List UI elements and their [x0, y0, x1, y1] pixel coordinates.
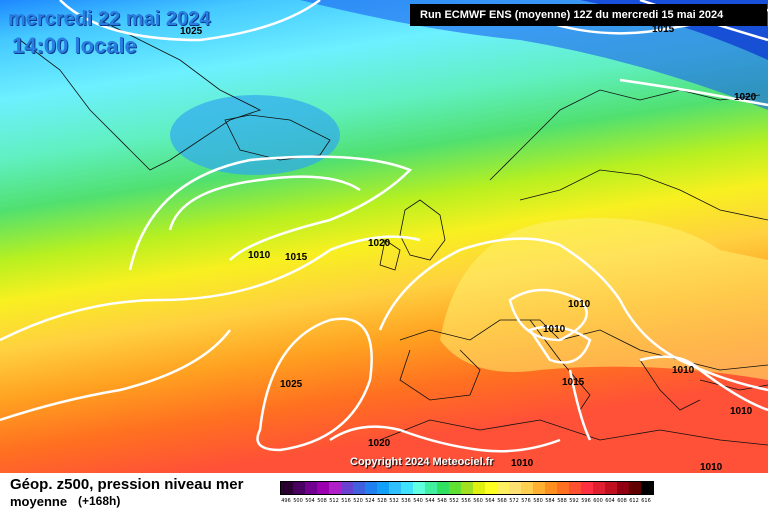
- scale-swatch: [377, 482, 389, 494]
- warm-dome: [440, 218, 768, 380]
- scale-tick-label: 584: [545, 498, 555, 504]
- scale-tick-label: 612: [629, 498, 639, 504]
- scale-tick-label: 580: [533, 498, 543, 504]
- scale-tick-label: 496: [281, 498, 291, 504]
- coastlines: [19, 19, 768, 446]
- scale-tick-label: 608: [617, 498, 627, 504]
- isobar-label: 1020: [368, 438, 391, 449]
- isobar-label: 1010: [248, 250, 271, 261]
- run-info: Run ECMWF ENS (moyenne) 12Z du mercredi …: [410, 4, 767, 26]
- scale-tick-label: 536: [401, 498, 411, 504]
- scale-tick-label: 516: [341, 498, 351, 504]
- scale-swatch: [341, 482, 353, 494]
- scale-tick-label: 592: [569, 498, 579, 504]
- isobar-label: 1025: [180, 26, 203, 37]
- scale-tick-label: 616: [641, 498, 651, 504]
- scale-swatch: [449, 482, 461, 494]
- scale-swatch: [533, 482, 545, 494]
- scale-tick-label: 540: [413, 498, 423, 504]
- scale-tick-label: 524: [365, 498, 375, 504]
- isobar-label: 1015: [285, 252, 308, 263]
- scale-tick-label: 500: [293, 498, 303, 504]
- isobar-label: 1020: [368, 238, 391, 249]
- isobar-label: 1010: [543, 324, 566, 335]
- scale-tick-label: 548: [437, 498, 447, 504]
- forecast-date: mercredi 22 mai 2024: [8, 8, 211, 30]
- scale-swatch: [329, 482, 341, 494]
- copyright: Copyright 2024 Meteociel.fr: [350, 456, 494, 468]
- scale-swatch: [497, 482, 509, 494]
- scale-swatch: [581, 482, 593, 494]
- scale-tick-label: 508: [317, 498, 327, 504]
- scale-tick-label: 588: [557, 498, 567, 504]
- scale-tick-label: 600: [593, 498, 603, 504]
- isobar-label: 1020: [734, 92, 757, 103]
- scale-swatch: [473, 482, 485, 494]
- low-iceland: [170, 95, 340, 175]
- scale-swatch: [401, 482, 413, 494]
- scale-swatch: [317, 482, 329, 494]
- scale-tick-label: 576: [521, 498, 531, 504]
- scale-swatch: [629, 482, 641, 494]
- scale-tick-label: 552: [449, 498, 459, 504]
- scale-tick-label: 560: [473, 498, 483, 504]
- isobar-label: 1015: [562, 377, 585, 388]
- scale-swatch: [509, 482, 521, 494]
- isobar-label: 1010: [672, 365, 695, 376]
- isobar-label: 1015: [652, 24, 675, 35]
- isobar-labels: 1025 1015 1020 1010 1015 1020 1010 1010 …: [180, 24, 757, 473]
- isobar-label: 1010: [730, 406, 753, 417]
- scale-swatch: [545, 482, 557, 494]
- scale-swatch: [293, 482, 305, 494]
- scale-swatch: [365, 482, 377, 494]
- scale-tick-label: 532: [389, 498, 399, 504]
- scale-swatch: [437, 482, 449, 494]
- scale-swatch: [617, 482, 629, 494]
- scale-swatch: [389, 482, 401, 494]
- scale-tick-label: 572: [509, 498, 519, 504]
- weather-map: 1025 1015 1020 1010 1015 1020 1010 1010 …: [0, 0, 768, 473]
- scale-swatch: [281, 482, 293, 494]
- scale-tick-label: 528: [377, 498, 387, 504]
- legend-lead-time: (+168h): [78, 494, 121, 508]
- scale-tick-label: 520: [353, 498, 363, 504]
- scale-tick-label: 544: [425, 498, 435, 504]
- isobar-label: 1010: [700, 462, 723, 473]
- cold-band: [300, 0, 768, 110]
- isobar-label: 1010: [511, 458, 534, 469]
- scale-swatch: [353, 482, 365, 494]
- scale-swatch: [593, 482, 605, 494]
- isobars: [0, 0, 768, 451]
- scale-tick-label: 604: [605, 498, 615, 504]
- isobar-label: 1025: [280, 379, 303, 390]
- isobar-label: 1010: [568, 299, 591, 310]
- legend-title: Géop. z500, pression niveau mer: [10, 476, 244, 493]
- scale-swatch: [521, 482, 533, 494]
- scale-swatch: [641, 482, 653, 494]
- scale-swatch: [569, 482, 581, 494]
- scale-swatch: [305, 482, 317, 494]
- scale-swatch: [461, 482, 473, 494]
- scale-swatch: [605, 482, 617, 494]
- scale-tick-label: 564: [485, 498, 495, 504]
- scale-swatch: [425, 482, 437, 494]
- scale-swatch: [485, 482, 497, 494]
- color-scale: [280, 481, 654, 495]
- legend-subtitle: moyenne: [10, 494, 68, 509]
- forecast-time: 14:00 locale: [12, 33, 137, 58]
- scale-tick-label: 556: [461, 498, 471, 504]
- scale-swatch: [413, 482, 425, 494]
- color-scale-labels: 496 500 504 508 512 516 520 524 528 532 536 540 544 5…: [280, 498, 652, 504]
- scale-tick-label: 504: [305, 498, 315, 504]
- scale-tick-label: 512: [329, 498, 339, 504]
- scale-swatch: [557, 482, 569, 494]
- legend-footer: Géop. z500, pression niveau mer moyenne …: [0, 473, 768, 512]
- scale-tick-label: 596: [581, 498, 591, 504]
- scale-tick-label: 568: [497, 498, 507, 504]
